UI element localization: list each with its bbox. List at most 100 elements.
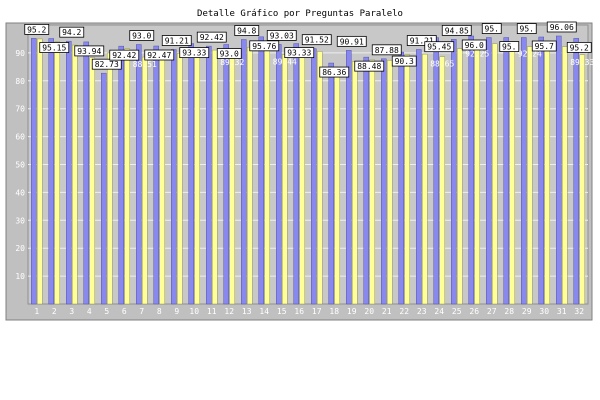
bar-series-1 xyxy=(136,44,142,305)
bar-series-2 xyxy=(387,60,393,305)
data-label-box-series-1 xyxy=(234,25,260,36)
data-label-series-1: 95.2 xyxy=(570,43,589,52)
data-label-series-1: 91.21 xyxy=(410,37,434,46)
data-label-box-series-1 xyxy=(109,49,140,61)
data-label-box-series-1 xyxy=(196,31,227,43)
data-label-series-1: 93.94 xyxy=(77,47,101,56)
bar-series-1 xyxy=(451,39,457,305)
data-label-series-1: 86.36 xyxy=(322,68,346,77)
data-label-box-series-1 xyxy=(144,49,175,61)
bar-series-1 xyxy=(433,37,439,305)
data-label-box-series-1 xyxy=(319,66,350,78)
bar-series-2 xyxy=(89,57,95,305)
bar-series-1 xyxy=(171,49,177,305)
bar-series-1 xyxy=(223,44,229,305)
x-tick-label: 8 xyxy=(157,307,162,316)
bar-series-2 xyxy=(317,51,323,305)
bar-series-2 xyxy=(404,54,410,305)
x-tick-label: 7 xyxy=(139,307,144,316)
bar-series-1 xyxy=(206,45,212,305)
data-label-box-series-1 xyxy=(284,47,315,59)
x-tick-label: 21 xyxy=(382,307,392,316)
y-tick-label: 40 xyxy=(15,188,25,197)
bar-series-1 xyxy=(293,43,299,305)
data-label-series-2: 89.33 xyxy=(570,58,594,67)
bar-series-2 xyxy=(194,51,200,305)
data-label-box-series-1 xyxy=(24,23,50,35)
bar-series-1 xyxy=(311,48,317,305)
bar-series-2 xyxy=(334,67,340,305)
x-tick-label: 12 xyxy=(224,307,234,316)
bar-series-1 xyxy=(503,37,509,305)
y-tick-label: 80 xyxy=(15,77,25,86)
data-label-box-series-1 xyxy=(461,39,487,51)
data-label-series-1: 93.33 xyxy=(287,49,311,58)
bar-series-1 xyxy=(573,38,579,305)
x-tick-label: 11 xyxy=(207,307,217,316)
data-label-series-1: 96.0 xyxy=(465,41,484,50)
data-label-series-1: 94.85 xyxy=(445,26,469,35)
bar-series-1 xyxy=(48,38,54,305)
data-label-box-series-1 xyxy=(566,41,592,53)
data-label-series-1: 93.0 xyxy=(220,50,239,59)
bar-series-1 xyxy=(276,44,282,305)
bar-series-2 xyxy=(264,46,270,305)
data-label-box-series-1 xyxy=(91,58,122,70)
data-label-box-series-1 xyxy=(129,30,155,41)
x-tick-label: 2 xyxy=(52,307,57,316)
data-label-series-1: 95.45 xyxy=(427,43,451,52)
data-label-series-2: 89.44 xyxy=(273,57,297,66)
bar-series-2 xyxy=(562,46,568,305)
x-tick-label: 1 xyxy=(34,307,39,316)
x-tick-label: 10 xyxy=(189,307,199,316)
bar-series-2 xyxy=(229,54,235,305)
data-label-box-series-1 xyxy=(499,41,520,52)
data-label-series-1: 95. xyxy=(520,25,534,34)
y-tick-label: 20 xyxy=(15,244,25,253)
bar-series-1 xyxy=(486,37,492,305)
bar-series-1 xyxy=(416,49,422,305)
bar-series-1 xyxy=(398,51,404,305)
data-label-box-series-1 xyxy=(354,60,385,72)
x-tick-label: 26 xyxy=(469,307,479,316)
data-label-series-1: 95. xyxy=(485,25,499,34)
bar-series-1 xyxy=(468,35,474,305)
bar-series-1 xyxy=(328,62,334,305)
data-label-box-series-1 xyxy=(59,26,85,38)
data-label-series-1: 92.42 xyxy=(112,51,136,60)
bar-series-1 xyxy=(521,37,527,305)
x-tick-label: 5 xyxy=(104,307,109,316)
y-tick-label: 60 xyxy=(15,133,25,142)
x-tick-label: 20 xyxy=(364,307,374,316)
data-label-series-1: 90.91 xyxy=(340,37,364,46)
x-tick-label: 19 xyxy=(347,307,357,316)
data-label-box-series-1 xyxy=(391,55,417,67)
x-tick-label: 6 xyxy=(122,307,127,316)
chart-title: Detalle Gráfico por Preguntas Paralelo xyxy=(197,9,403,19)
data-label-series-1: 96.06 xyxy=(550,23,574,32)
bar-series-1 xyxy=(381,58,387,305)
bar-series-1 xyxy=(153,45,159,305)
x-tick-label: 22 xyxy=(399,307,409,316)
x-tick-label: 9 xyxy=(174,307,179,316)
data-label-box-series-1 xyxy=(481,23,502,34)
bar-series-1 xyxy=(101,72,107,305)
data-label-series-1: 95.15 xyxy=(42,44,66,53)
bar-series-1 xyxy=(188,43,194,305)
data-label-series-1: 95.76 xyxy=(252,42,276,51)
data-label-box-series-1 xyxy=(516,23,537,34)
bar-series-2 xyxy=(72,44,78,305)
bar-series-2 xyxy=(282,54,288,305)
data-label-series-2: 92.24 xyxy=(518,50,542,59)
data-label-box-series-1 xyxy=(441,24,472,36)
data-label-series-1: 91.52 xyxy=(305,36,329,45)
bar-series-2 xyxy=(212,49,218,305)
data-label-series-1: 95.7 xyxy=(535,42,554,51)
data-label-series-1: 92.42 xyxy=(200,33,224,42)
data-label-series-1: 91.21 xyxy=(165,37,189,46)
x-tick-label: 27 xyxy=(487,307,497,316)
data-label-box-series-1 xyxy=(336,35,367,47)
data-label-box-series-1 xyxy=(531,40,557,52)
data-label-series-1: 90.3 xyxy=(395,57,414,66)
data-label-series-1: 95.2 xyxy=(27,25,46,34)
